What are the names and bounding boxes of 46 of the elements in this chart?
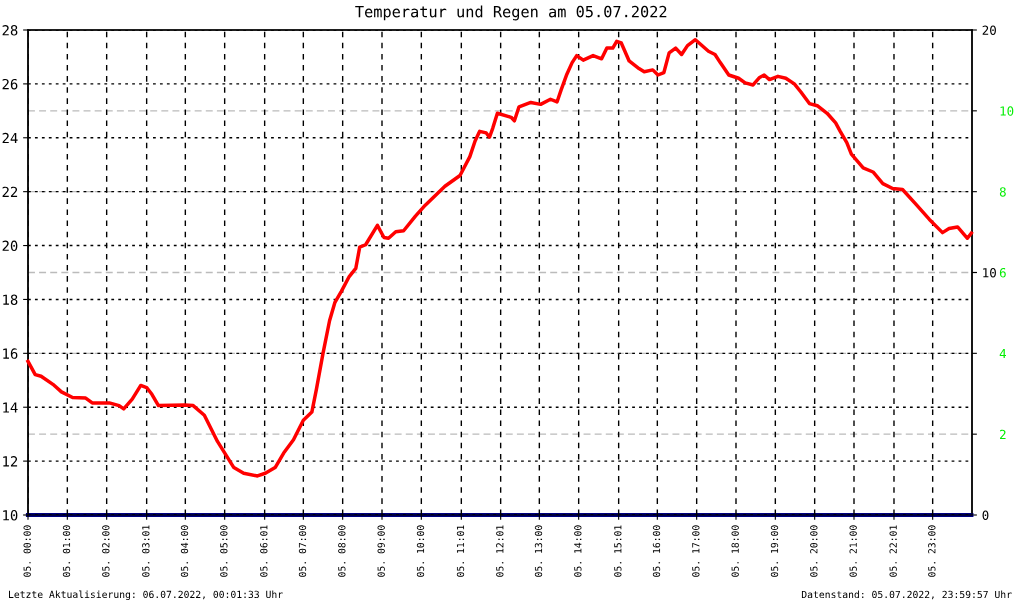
y3-tick-label: 4 — [999, 349, 1007, 359]
y2-tick-label: 10 — [983, 268, 996, 278]
x-tick-label: 05. 03:01 — [142, 525, 150, 577]
x-tick-label: 05. 05:00 — [220, 525, 228, 577]
x-tick-label: 05. 12:01 — [496, 525, 504, 577]
x-tick-label: 05. 04:00 — [180, 525, 189, 577]
x-tick-label: 05. 18:00 — [731, 525, 739, 577]
x-tick-label: 05. 07:00 — [298, 525, 307, 577]
y-tick-label: 14 — [3, 402, 18, 413]
y-tick-label: 16 — [3, 348, 18, 359]
x-tick-label: 05. 21:00 — [849, 525, 857, 577]
y3-tick-label: 10 — [1000, 106, 1014, 116]
y2-tick-label: 0 — [982, 510, 989, 520]
y3-tick-label: 6 — [999, 268, 1006, 278]
x-tick-label: 05. 06:01 — [260, 525, 268, 577]
y-tick-label: 28 — [2, 25, 18, 36]
y-tick-label: 26 — [2, 78, 18, 90]
y-tick-label: 12 — [3, 456, 18, 467]
x-tick-label: 05. 16:00 — [652, 525, 661, 577]
chart-title: Temperatur und Regen am 05.07.2022 — [355, 5, 667, 21]
y-tick-label: 10 — [3, 510, 18, 521]
y2-tick-label: 20 — [982, 25, 996, 35]
x-tick-label: 05. 09:00 — [377, 525, 385, 577]
x-tick-label: 05. 08:00 — [338, 525, 346, 577]
x-tick-label: 05. 14:00 — [574, 525, 582, 577]
y-tick-label: 18 — [3, 294, 18, 305]
text: Letzte Aktualisierung: 06.07.2022, 00:01:33 Uhr — [9, 590, 283, 600]
x-tick-label: 05. 00:00 — [23, 525, 31, 577]
x-tick-label: 05. 15:01 — [614, 525, 622, 577]
x-tick-label: 05. 11:01 — [456, 525, 465, 577]
x-tick-label: 05. 17:00 — [692, 525, 700, 577]
x-tick-label: 05. 19:00 — [770, 525, 779, 577]
y-tick-label: 20 — [2, 240, 18, 252]
x-tick-label: 05. 22:01 — [889, 525, 897, 577]
x-tick-label: 05. 01:00 — [62, 525, 71, 577]
x-tick-label: 05. 20:00 — [810, 525, 818, 577]
line-series — [26, 37, 974, 478]
x-tick-label: 05. 02:00 — [102, 525, 110, 577]
x-tick-label: 05. 23:00 — [928, 525, 936, 577]
text: Datenstand: 05.07.2022, 23:59:57 Uhr — [801, 590, 1012, 600]
y3-tick-label: 8 — [999, 187, 1006, 197]
y3-tick-label: 2 — [1000, 429, 1006, 439]
x-tick-label: 05. 13:00 — [534, 525, 543, 577]
x-tick-label: 05. 10:00 — [416, 525, 425, 577]
y-tick-label: 22 — [2, 186, 18, 197]
y-tick-label: 24 — [2, 132, 18, 144]
